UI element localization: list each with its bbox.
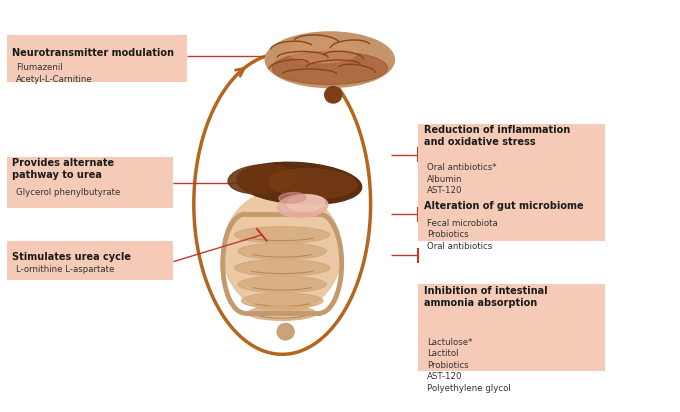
Ellipse shape: [241, 293, 323, 309]
FancyBboxPatch shape: [7, 157, 173, 208]
Text: Stimulates urea cycle: Stimulates urea cycle: [12, 252, 131, 262]
Ellipse shape: [235, 227, 330, 243]
FancyBboxPatch shape: [418, 284, 605, 371]
Ellipse shape: [222, 190, 341, 313]
Ellipse shape: [277, 194, 328, 218]
Ellipse shape: [325, 87, 342, 103]
Text: Lactulose*
Lactitol
Probiotics
AST-120
Polyethylene glycol: Lactulose* Lactitol Probiotics AST-120 P…: [427, 338, 511, 393]
Text: Oral antibiotics*
Albumin
AST-120: Oral antibiotics* Albumin AST-120: [427, 163, 496, 195]
FancyBboxPatch shape: [7, 35, 187, 82]
Text: Neurotransmitter modulation: Neurotransmitter modulation: [12, 48, 174, 58]
Ellipse shape: [265, 32, 394, 88]
Ellipse shape: [272, 52, 388, 84]
Ellipse shape: [289, 40, 357, 63]
Text: Alteration of gut microbiome: Alteration of gut microbiome: [424, 201, 583, 211]
Text: L-ornithine L-aspartate: L-ornithine L-aspartate: [16, 265, 114, 274]
Ellipse shape: [248, 306, 316, 321]
Text: Inhibition of intestinal
ammonia absorption: Inhibition of intestinal ammonia absorpt…: [424, 286, 547, 309]
Ellipse shape: [279, 192, 306, 203]
Ellipse shape: [277, 323, 294, 340]
Text: Fecal microbiota
Probiotics
Oral antibiotics: Fecal microbiota Probiotics Oral antibio…: [427, 219, 498, 250]
Ellipse shape: [269, 169, 357, 198]
Ellipse shape: [235, 260, 330, 276]
Ellipse shape: [228, 164, 296, 194]
Text: Provides alternate
pathway to urea: Provides alternate pathway to urea: [12, 158, 114, 180]
Ellipse shape: [237, 162, 362, 204]
FancyBboxPatch shape: [418, 185, 605, 241]
FancyBboxPatch shape: [7, 241, 173, 280]
Ellipse shape: [238, 243, 326, 260]
FancyBboxPatch shape: [418, 124, 605, 187]
Ellipse shape: [238, 276, 326, 293]
Text: Reduction of inflammation
and oxidative stress: Reduction of inflammation and oxidative …: [424, 125, 570, 147]
Text: Flumazenil
Acetyl-L-Carnitine: Flumazenil Acetyl-L-Carnitine: [16, 63, 92, 84]
Ellipse shape: [288, 195, 324, 211]
Text: Glycerol phenylbutyrate: Glycerol phenylbutyrate: [16, 189, 120, 197]
